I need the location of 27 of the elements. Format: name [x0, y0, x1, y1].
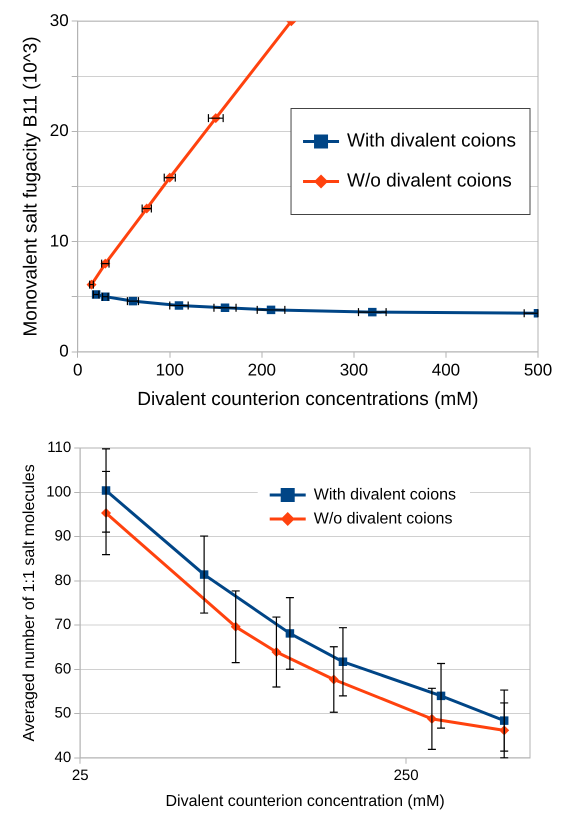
y-tick-label: 10 — [50, 231, 69, 250]
legend-label: With divalent coions — [314, 486, 456, 504]
x-tick-label: 500 — [524, 360, 552, 380]
y-tick-label: 20 — [50, 121, 69, 140]
x-axis-title: Divalent counterion concentration (mM) — [165, 792, 445, 810]
x-tick-label: 25 — [72, 766, 89, 784]
legend-label: W/o divalent coions — [314, 510, 452, 528]
y-tick-label: 40 — [54, 748, 72, 766]
y-tick-label: 90 — [54, 528, 72, 545]
y-tick-label: 100 — [46, 483, 72, 500]
y-tick-label: 110 — [47, 439, 72, 456]
x-tick-label: 200 — [248, 360, 276, 380]
x-tick-label: 400 — [432, 360, 460, 380]
y-tick-label: 60 — [54, 660, 72, 678]
x-tick-label: 250 — [394, 766, 419, 784]
x-axis-title: Divalent counterion concentrations (mM) — [137, 388, 478, 410]
x-tick-label: 100 — [156, 360, 184, 380]
x-tick-label: 300 — [340, 360, 368, 380]
legend-label: W/o divalent coions — [347, 170, 512, 192]
legend-label: With divalent coions — [347, 130, 516, 152]
y-tick-label: 0 — [59, 341, 69, 360]
y-axis-title: Averaged number of 1:1 salt molecules — [21, 464, 38, 742]
y-axis-title: Monovalent salt fugacity B11 (10^3) — [20, 36, 42, 337]
y-tick-label: 70 — [54, 616, 72, 634]
y-tick-label: 30 — [50, 10, 69, 30]
y-tick-label: 50 — [54, 704, 72, 722]
y-tick-label: 80 — [54, 572, 72, 589]
